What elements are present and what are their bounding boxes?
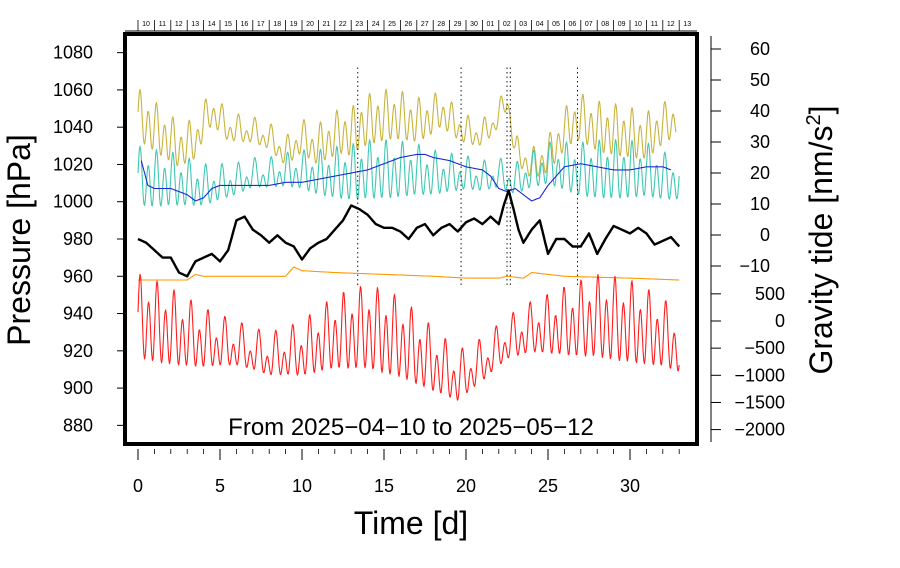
- y-axis-title-left: Pressure [hPa]: [1, 134, 37, 346]
- series-line-1: [137, 139, 680, 207]
- top-day-label: 20: [306, 21, 314, 28]
- top-day-label: 14: [208, 21, 216, 28]
- y-axis-title-right-main: Gravity tide [nm/s: [803, 126, 839, 375]
- gravity-lower-tick-label: 500: [755, 284, 785, 304]
- top-date-axis: 10 11 12 13 14 15 16 17 18 19 20 21 22 23 24 25 26 27 28 29…: [125, 20, 697, 32]
- top-day-label: 07: [585, 21, 593, 28]
- pressure-tick-label: 880: [63, 415, 93, 435]
- top-day-label: 27: [421, 21, 429, 28]
- top-day-label: 06: [569, 21, 577, 28]
- top-day-label: 09: [618, 21, 626, 28]
- top-day-label: 02: [503, 21, 511, 28]
- gravity-upper-tick-label: 0: [760, 225, 770, 245]
- time-tick-label: 20: [456, 476, 476, 496]
- time-tick-label: 30: [620, 476, 640, 496]
- top-day-label: 08: [601, 21, 609, 28]
- series-line-5: [137, 273, 680, 401]
- time-tick-label: 10: [292, 476, 312, 496]
- gravity-upper-tick-label: −10: [739, 256, 770, 276]
- top-day-label: 16: [241, 21, 249, 28]
- top-day-label: 03: [519, 21, 527, 28]
- top-day-label: 25: [388, 21, 396, 28]
- pressure-tick-label: 960: [63, 266, 93, 286]
- gravity-upper-tick-label: 40: [750, 101, 770, 121]
- series-line-4: [138, 266, 680, 281]
- pressure-tick-label: 900: [63, 378, 93, 398]
- gravity-lower-tick-label: −1500: [734, 392, 785, 412]
- pressure-tick-label: 1020: [53, 154, 93, 174]
- top-day-label: 11: [159, 21, 166, 28]
- pressure-tick-label: 1080: [53, 43, 93, 63]
- top-day-label: 13: [191, 21, 199, 28]
- time-axis: 0 5 10 15 20 25 30: [133, 449, 680, 496]
- gravity-lower-tick-label: −500: [744, 338, 785, 358]
- top-day-label: 12: [667, 21, 675, 28]
- y-axis-title-right-tail: ]: [803, 106, 839, 115]
- pressure-tick-label: 940: [63, 304, 93, 324]
- pressure-axis: 880 900 920 940 960 980 1000 1020 1040 1060 1080: [53, 43, 125, 435]
- gravity-upper-tick-label: 20: [750, 163, 770, 183]
- pressure-tick-label: 1060: [53, 80, 93, 100]
- time-tick-label: 15: [374, 476, 394, 496]
- top-day-label: 17: [257, 21, 265, 28]
- y-axis-title-right: Gravity tide [nm/s2]: [803, 106, 839, 375]
- gravity-lower-tick-label: −1000: [734, 365, 785, 385]
- top-day-label: 18: [273, 21, 281, 28]
- gravity-lower-tick-label: −2000: [734, 420, 785, 440]
- top-day-label: 19: [290, 21, 298, 28]
- top-day-label: 05: [552, 21, 560, 28]
- top-day-label: 01: [487, 21, 495, 28]
- y-axis-title-right-sup: 2: [803, 114, 825, 125]
- series-line-0: [137, 88, 677, 177]
- top-day-label: 10: [142, 21, 150, 28]
- top-day-label: 15: [224, 21, 232, 28]
- time-tick-label: 25: [538, 476, 558, 496]
- time-tick-label: 5: [215, 476, 225, 496]
- top-day-label: 24: [372, 21, 380, 28]
- pressure-tick-label: 920: [63, 341, 93, 361]
- gravity-upper-tick-label: 30: [750, 132, 770, 152]
- top-day-label: 12: [175, 21, 183, 28]
- gravity-upper-tick-label: 60: [750, 39, 770, 59]
- top-day-label: 22: [339, 21, 347, 28]
- gravity-upper-tick-label: 10: [750, 194, 770, 214]
- date-range-label: From 2025−04−10 to 2025−05−12: [228, 414, 594, 441]
- series-layer: [137, 67, 681, 401]
- pressure-tick-label: 980: [63, 229, 93, 249]
- pressure-tick-label: 1040: [53, 117, 93, 137]
- top-day-label: 11: [651, 21, 658, 28]
- gravity-lower-tick-label: 0: [775, 311, 785, 331]
- top-day-label: 23: [355, 21, 363, 28]
- top-day-label: 13: [683, 21, 691, 28]
- top-day-label: 21: [323, 21, 331, 28]
- series-line-2: [140, 153, 672, 202]
- pressure-tick-label: 1000: [53, 192, 93, 212]
- time-tick-label: 0: [133, 476, 143, 496]
- top-day-label: 28: [437, 21, 445, 28]
- top-day-label: 04: [536, 21, 544, 28]
- top-day-label: 30: [470, 21, 478, 28]
- top-day-label: 10: [634, 21, 642, 28]
- x-axis-title: Time [d]: [354, 505, 468, 541]
- series-line-3: [137, 189, 681, 278]
- top-day-label: 29: [454, 21, 462, 28]
- gravity-axis: −10 0 10 20 30 40 50 60 −2000 −1500 −1000 −500 0 500: [710, 36, 785, 442]
- top-day-label: 26: [405, 21, 413, 28]
- gravity-upper-tick-label: 50: [750, 70, 770, 90]
